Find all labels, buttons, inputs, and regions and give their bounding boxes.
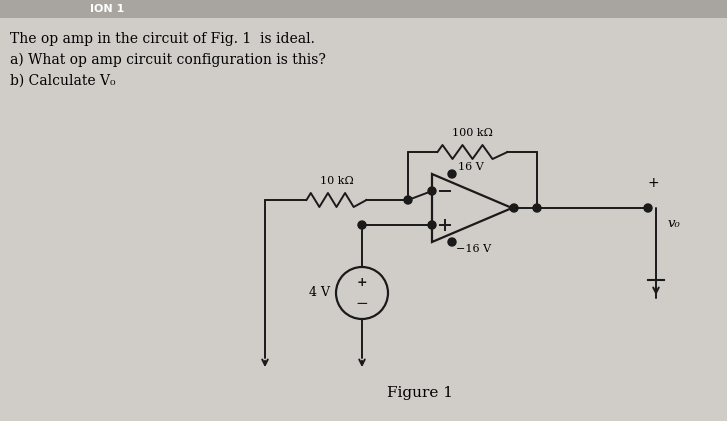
Circle shape bbox=[404, 196, 412, 204]
Text: 4 V: 4 V bbox=[309, 287, 330, 299]
Text: b) Calculate V₀: b) Calculate V₀ bbox=[10, 74, 116, 88]
Text: The op amp in the circuit of Fig. 1  is ideal.: The op amp in the circuit of Fig. 1 is i… bbox=[10, 32, 315, 46]
Text: ION 1: ION 1 bbox=[90, 4, 124, 14]
Text: Figure 1: Figure 1 bbox=[387, 386, 453, 400]
Text: 10 kΩ: 10 kΩ bbox=[320, 176, 353, 186]
Text: 100 kΩ: 100 kΩ bbox=[452, 128, 493, 138]
Circle shape bbox=[510, 204, 518, 212]
Circle shape bbox=[428, 221, 436, 229]
FancyBboxPatch shape bbox=[0, 0, 727, 18]
Circle shape bbox=[644, 204, 652, 212]
Circle shape bbox=[358, 221, 366, 229]
Circle shape bbox=[428, 187, 436, 195]
Text: 16 V: 16 V bbox=[458, 162, 483, 172]
Text: a) What op amp circuit configuration is this?: a) What op amp circuit configuration is … bbox=[10, 53, 326, 67]
Text: −16 V: −16 V bbox=[456, 244, 491, 254]
Text: +: + bbox=[357, 277, 367, 290]
Circle shape bbox=[533, 204, 541, 212]
Circle shape bbox=[448, 170, 456, 178]
Text: +: + bbox=[647, 176, 659, 190]
Text: v₀: v₀ bbox=[668, 216, 681, 229]
Circle shape bbox=[448, 238, 456, 246]
Text: −: − bbox=[356, 296, 369, 312]
